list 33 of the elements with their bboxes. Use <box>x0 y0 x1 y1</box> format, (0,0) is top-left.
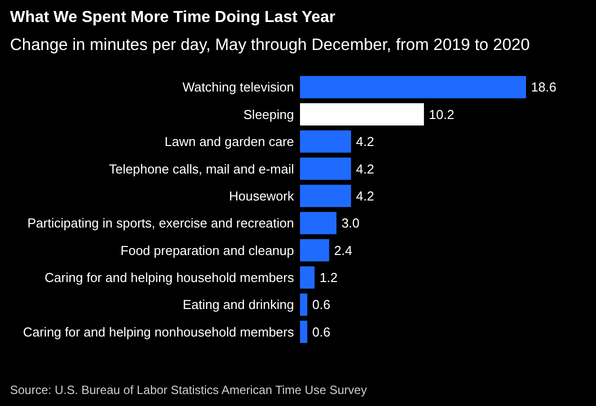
bar <box>300 184 352 208</box>
y-tick-label: Sleeping <box>243 106 294 122</box>
data-label: 3.0 <box>341 216 360 231</box>
y-tick-label: Eating and drinking <box>182 297 294 312</box>
data-label: 1.2 <box>320 270 338 286</box>
data-label: 4.2 <box>356 188 374 204</box>
y-tick-label: Caring for and helping nonhousehold members <box>22 324 294 340</box>
data-label: 0.6 <box>312 297 330 312</box>
y-tick-label: Caring for and helping household members <box>44 270 294 286</box>
data-label: 4.2 <box>356 134 374 150</box>
y-tick-label: Food preparation and cleanup <box>120 242 294 258</box>
data-label: 2.4 <box>334 242 352 258</box>
bar <box>300 76 526 98</box>
y-tick-label: Watching television <box>182 80 294 95</box>
bar <box>300 212 336 234</box>
bar <box>300 158 352 180</box>
bar <box>300 266 315 289</box>
bar <box>300 130 352 153</box>
bar <box>300 294 308 316</box>
y-tick-label: Telephone calls, mail and e-mail <box>109 161 294 176</box>
chart-subtitle: Change in minutes per day, May through December, from 2019 to 2020 <box>10 36 530 54</box>
bar <box>300 103 424 126</box>
y-tick-label: Participating in sports, exercise and recreation <box>27 216 294 231</box>
data-label: 4.2 <box>356 161 374 176</box>
y-tick-label: Lawn and garden care <box>164 134 294 150</box>
data-label: 0.6 <box>312 324 330 340</box>
source-note: Source: U.S. Bureau of Labor Statistics American Time Use Survey <box>10 383 367 397</box>
bar <box>300 239 330 262</box>
data-label: 18.6 <box>531 80 556 95</box>
bar <box>300 320 308 343</box>
chart-title: What We Spent More Time Doing Last Year <box>10 9 336 26</box>
y-tick-label: Housework <box>228 188 294 204</box>
data-label: 10.2 <box>428 106 454 122</box>
